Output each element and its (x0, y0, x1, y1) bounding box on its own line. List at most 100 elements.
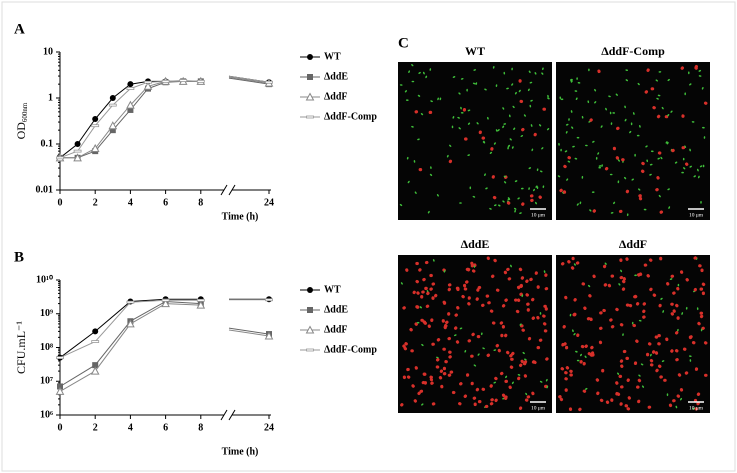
cell (632, 323, 636, 328)
cell (638, 196, 643, 201)
cell (510, 264, 512, 268)
cell (661, 360, 665, 363)
cell (515, 309, 520, 314)
cell (619, 323, 624, 327)
cell (637, 188, 641, 191)
cell (508, 114, 511, 118)
cell (484, 173, 486, 177)
cell (621, 279, 626, 284)
cell (453, 334, 457, 337)
cell (598, 165, 602, 167)
legend-marker (307, 307, 313, 313)
cell (668, 403, 673, 408)
cell (411, 80, 415, 83)
cell (415, 261, 419, 266)
cell (584, 355, 587, 358)
cell (503, 270, 508, 275)
cell (605, 400, 610, 404)
cell (625, 189, 630, 194)
cell (637, 399, 641, 404)
cell (444, 360, 448, 364)
cell (512, 105, 515, 109)
cell (587, 100, 590, 104)
x-tick-label: 8 (198, 422, 203, 433)
cell (490, 274, 495, 278)
cell (493, 258, 497, 263)
cell (531, 148, 534, 152)
cell (544, 273, 548, 277)
cell (409, 328, 413, 332)
cell (572, 329, 574, 333)
cell (609, 111, 612, 115)
legend-marker (306, 348, 314, 352)
cell (546, 385, 549, 389)
cell (698, 175, 700, 179)
cell (597, 69, 601, 74)
cell (685, 278, 689, 282)
marker (196, 298, 205, 302)
cell (467, 302, 471, 306)
cell (604, 262, 607, 265)
cell (494, 398, 498, 403)
cell (508, 385, 512, 390)
cell (631, 321, 634, 325)
legend-marker (305, 325, 315, 334)
cell (570, 78, 573, 81)
cell (519, 323, 522, 326)
cell (657, 151, 662, 155)
cell (672, 399, 676, 403)
cell (576, 359, 580, 362)
cell (481, 303, 485, 307)
cell (471, 269, 476, 273)
cell (448, 355, 452, 359)
cell (527, 88, 530, 92)
cell (689, 83, 692, 86)
cell (524, 398, 529, 402)
series-line-tail (228, 329, 270, 337)
cell (610, 212, 614, 214)
cell (536, 345, 541, 350)
cell (693, 175, 696, 178)
cell (567, 160, 571, 163)
cell (424, 260, 429, 265)
cell (519, 363, 523, 368)
cell (484, 88, 487, 91)
cell (415, 279, 419, 284)
legend-label: ΔddF-Comp (324, 111, 377, 122)
cell (547, 97, 550, 100)
cell (531, 297, 535, 302)
cell (645, 352, 650, 357)
cell (514, 180, 518, 183)
axis-break (220, 184, 228, 196)
cell (527, 336, 532, 341)
cell (453, 326, 458, 330)
cell (536, 168, 539, 172)
cell (583, 306, 587, 310)
cell (612, 112, 616, 114)
cell (514, 298, 518, 302)
marker (161, 79, 170, 83)
cell (431, 282, 436, 286)
cell (536, 315, 540, 320)
cell (465, 280, 469, 284)
cell (437, 97, 440, 101)
marker (56, 156, 64, 160)
cell (612, 146, 617, 151)
cell (561, 342, 565, 347)
cell (419, 306, 423, 309)
cell (499, 371, 504, 376)
cell (657, 364, 662, 368)
cell (541, 147, 544, 150)
cell (573, 312, 577, 317)
cell (584, 344, 588, 348)
cell (638, 374, 641, 377)
cell (694, 66, 698, 70)
cell (622, 333, 624, 336)
cell (458, 127, 461, 130)
cell (577, 81, 581, 84)
cell (443, 269, 446, 273)
cell (406, 367, 410, 372)
cell (619, 402, 623, 406)
x-tick-label: 24 (264, 422, 274, 433)
cell (568, 407, 573, 411)
